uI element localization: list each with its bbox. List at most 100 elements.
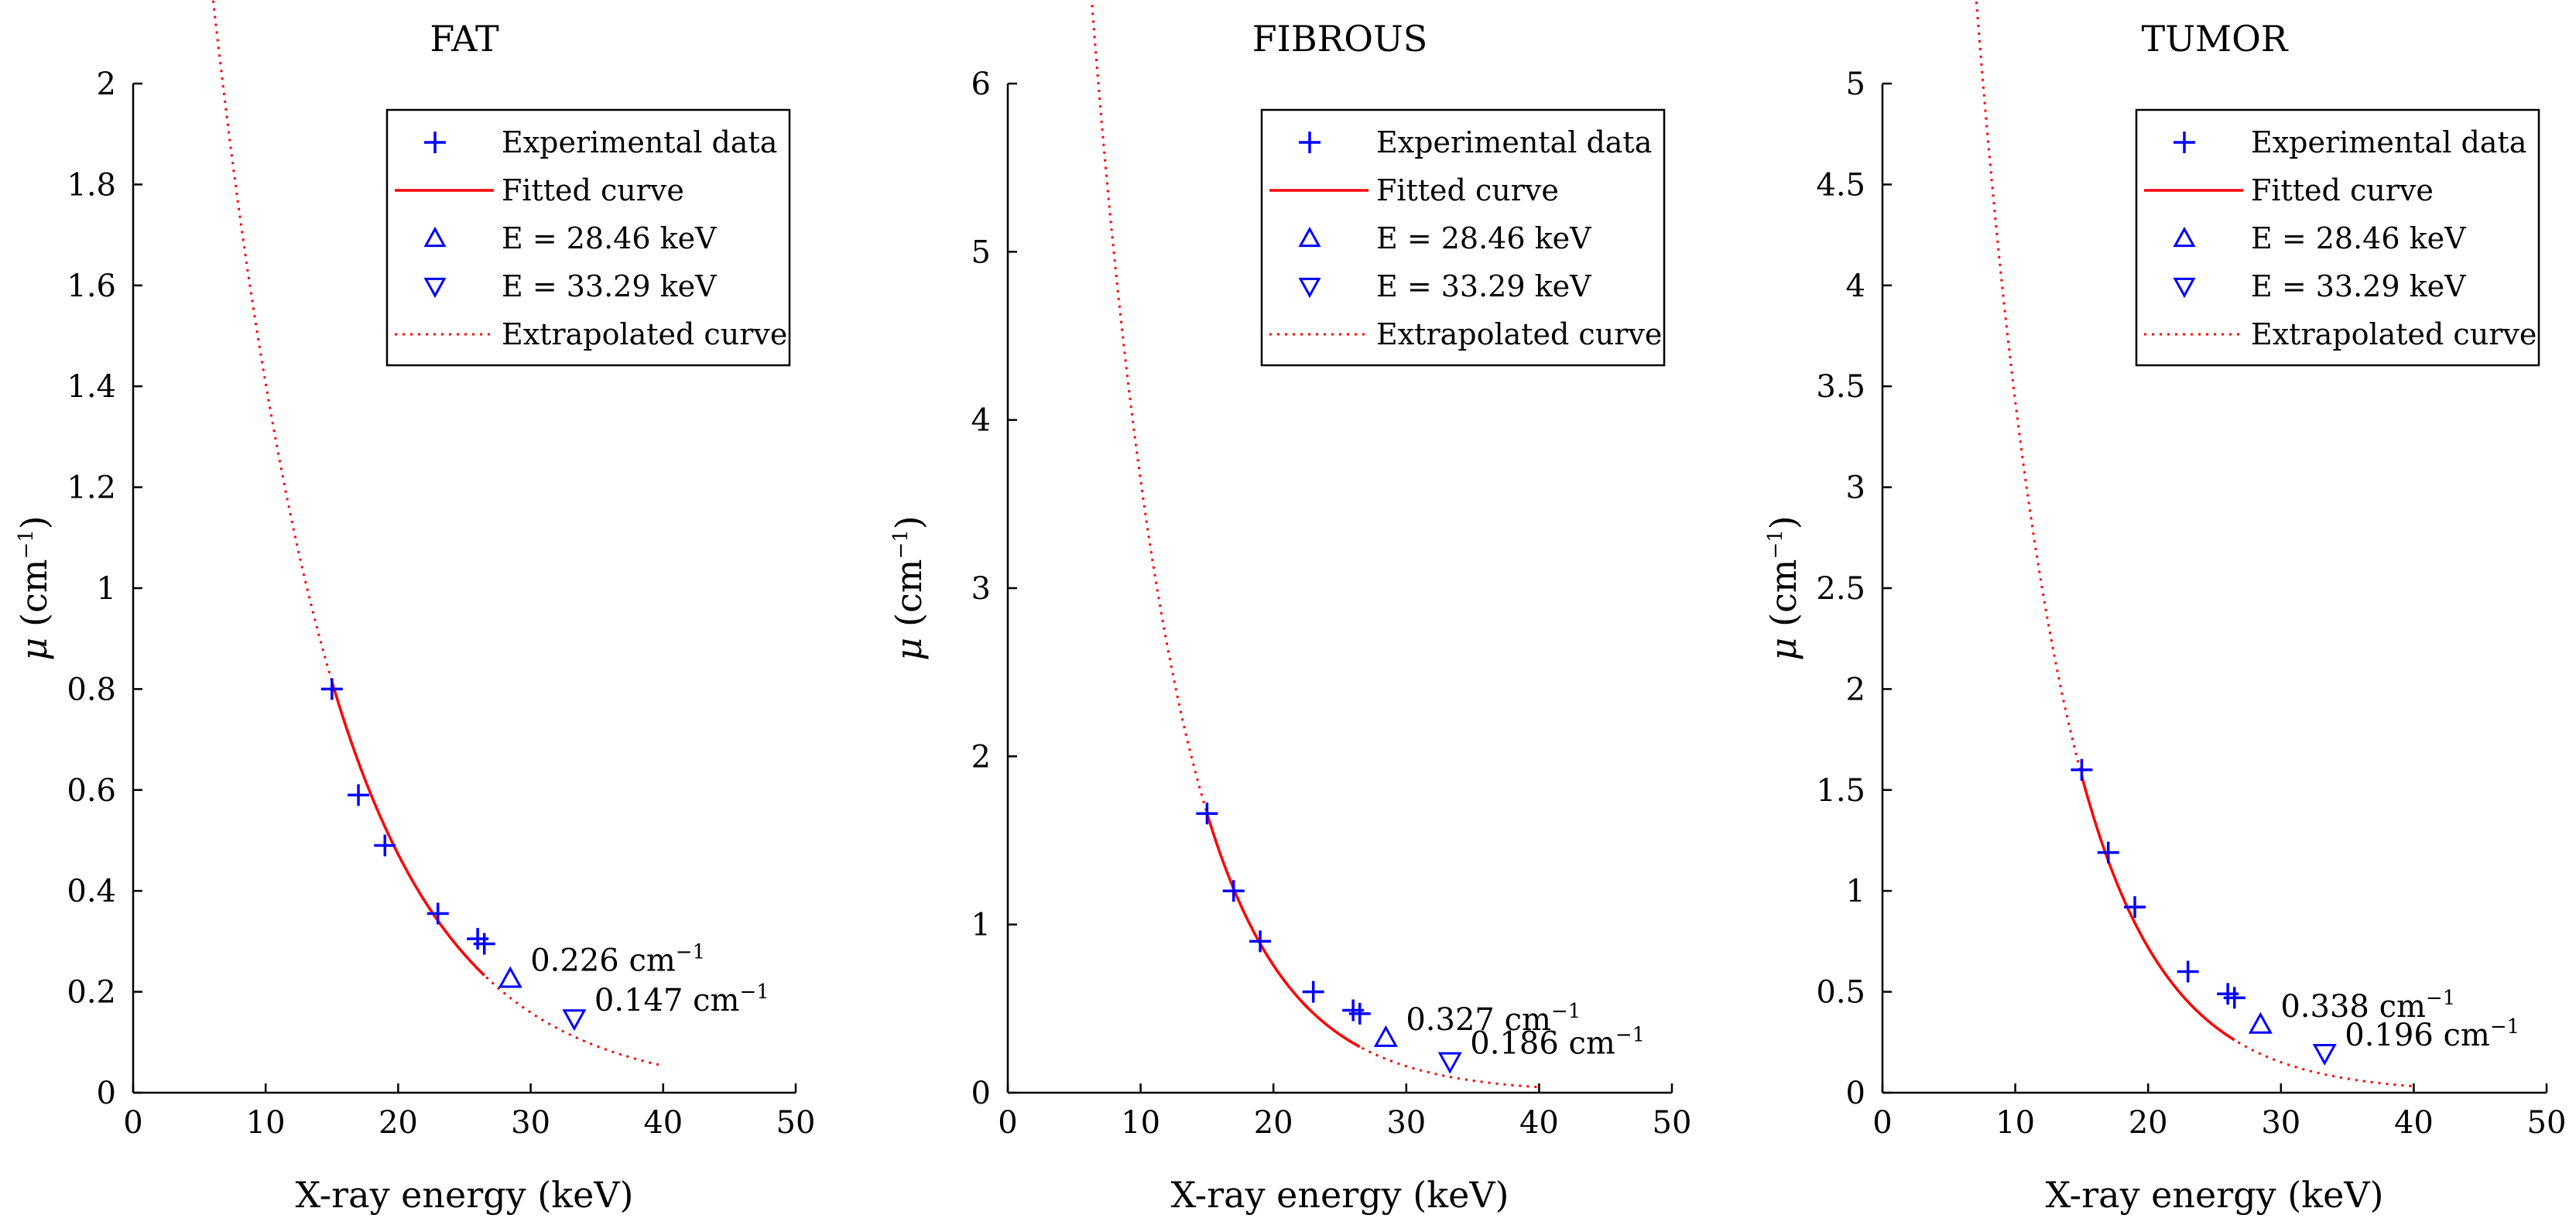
fitted-curve <box>2080 775 2235 1042</box>
fitted-curve <box>331 681 485 977</box>
x-tick-label: 0 <box>1872 1105 1892 1141</box>
y-axis-label: μ (cm−1) <box>13 515 55 661</box>
marker-value-annotation: 0.327 cm−1 <box>1406 1000 1581 1038</box>
legend-symbol-up-triangle <box>2173 226 2196 248</box>
y-tick-label: 1.6 <box>67 269 116 304</box>
y-tick-label: 0.6 <box>67 773 116 809</box>
experimental-point <box>1302 980 1324 1003</box>
legend: Experimental data Fitted curve E = 28.46 k… <box>2135 108 2540 367</box>
annotation-exponent: −1 <box>1551 1000 1581 1023</box>
marker-value-annotation: 0.196 cm−1 <box>2345 1015 2519 1053</box>
y-tick-label: 1.8 <box>67 167 116 203</box>
legend-box <box>1260 108 1666 367</box>
y-tick-label: 2 <box>1846 672 1865 707</box>
y-tick-label: 0.5 <box>1816 975 1865 1011</box>
annotation-value: 0.196 cm <box>2345 1018 2490 1053</box>
y-tick-label: 1 <box>971 908 991 943</box>
legend-label-experimental: Experimental data <box>1376 125 1652 159</box>
y-tick-label: 0.8 <box>67 672 116 707</box>
marker-33-29-kev <box>2312 1043 2337 1066</box>
experimental-point <box>1222 880 1245 902</box>
x-tick-label: 10 <box>246 1105 286 1141</box>
chart-panel-fibrous: 0 10 20 30 40 50 0 1 2 3 4 5 6 FIBROUS X-ray energy (k… <box>888 0 1691 1216</box>
y-axis-label-symbol: μ <box>888 638 930 661</box>
experimental-point <box>2223 987 2245 1009</box>
y-axis-label-unit: (cm <box>13 560 55 627</box>
x-tick-label: 10 <box>1121 1105 1160 1141</box>
experimental-point <box>1249 930 1272 953</box>
annotation-value: 0.327 cm <box>1406 1002 1551 1038</box>
legend-symbol-down-triangle <box>2173 277 2196 299</box>
y-tick-label: 1.4 <box>67 369 116 405</box>
y-tick-label: 3.5 <box>1816 369 1865 405</box>
chart-title: FAT <box>430 18 499 60</box>
y-tick-label: 4 <box>971 403 991 439</box>
legend-label-e2: E = 33.29 keV <box>2251 269 2466 303</box>
chart-title: TUMOR <box>2142 18 2289 60</box>
y-axis-label-symbol: μ <box>13 638 55 661</box>
y-axis-label-exponent: −1 <box>1764 529 1787 559</box>
extrapolated-curve <box>211 0 664 1067</box>
legend-label-experimental: Experimental data <box>2251 125 2526 159</box>
legend-symbol-experimental <box>424 132 446 153</box>
x-axis-label: X-ray energy (keV) <box>1171 1174 1509 1216</box>
y-axis-label-symbol: μ <box>1762 638 1804 661</box>
y-tick-label: 3 <box>971 571 991 607</box>
legend-symbol-up-triangle <box>423 226 447 248</box>
chart-title: FIBROUS <box>1252 18 1428 60</box>
annotation-value: 0.226 cm <box>530 943 676 979</box>
legend-label-e2: E = 33.29 keV <box>1376 269 1591 303</box>
legend-label-extrapolated: Extrapolated curve <box>1376 317 1662 351</box>
x-tick-label: 40 <box>2394 1105 2434 1141</box>
y-tick-label: 1.2 <box>67 471 116 506</box>
x-tick-label: 30 <box>2261 1105 2300 1141</box>
legend-label-e1: E = 28.46 keV <box>2251 221 2466 255</box>
x-axis-label: X-ray energy (keV) <box>296 1174 634 1216</box>
y-tick-label: 0.2 <box>67 975 116 1011</box>
x-tick-label: 20 <box>2129 1105 2168 1141</box>
legend-label-fitted: Fitted curve <box>1376 173 1559 207</box>
marker-value-annotation: 0.226 cm−1 <box>530 941 705 979</box>
legend-symbol-experimental <box>1299 132 1321 153</box>
experimental-point <box>320 678 343 700</box>
legend-label-fitted: Fitted curve <box>2251 173 2434 207</box>
experimental-point <box>374 834 396 857</box>
experimental-point <box>2124 896 2146 919</box>
legend-label-e1: E = 28.46 keV <box>1376 221 1591 255</box>
legend-symbol-experimental <box>2174 132 2195 153</box>
y-axis-label-close: ) <box>888 515 930 529</box>
legend-box <box>2135 108 2540 367</box>
annotation-value: 0.338 cm <box>2280 989 2426 1025</box>
x-tick-label: 50 <box>2527 1105 2567 1141</box>
y-axis-label-exponent: −1 <box>15 529 38 559</box>
fitted-curve <box>1205 813 1361 1049</box>
x-tick-label: 20 <box>1254 1105 1293 1141</box>
experimental-point <box>2097 841 2119 864</box>
y-tick-label: 1.5 <box>1816 773 1865 809</box>
legend: Experimental data Fitted curve E = 28.46 k… <box>385 108 791 367</box>
legend-label-e1: E = 28.46 keV <box>502 221 717 255</box>
y-tick-label: 5 <box>971 234 991 270</box>
annotation-value: 0.186 cm <box>1470 1026 1615 1062</box>
legend-symbol-down-triangle <box>423 277 447 299</box>
annotation-exponent: −1 <box>739 980 769 1004</box>
y-axis-label: μ (cm−1) <box>888 515 930 661</box>
marker-value-annotation: 0.186 cm−1 <box>1470 1024 1645 1062</box>
y-axis-label-unit: (cm <box>888 560 930 627</box>
legend-box <box>385 108 791 367</box>
y-tick-label: 3 <box>1846 471 1865 506</box>
legend: Experimental data Fitted curve E = 28.46 k… <box>1260 108 1666 367</box>
legend-symbol-up-triangle <box>1298 226 1321 248</box>
y-tick-label: 0 <box>97 1076 116 1111</box>
y-tick-label: 1 <box>97 571 116 607</box>
x-tick-label: 50 <box>776 1105 816 1141</box>
legend-label-experimental: Experimental data <box>502 125 777 159</box>
y-axis-label-close: ) <box>1762 515 1804 529</box>
x-axis-label: X-ray energy (keV) <box>2046 1174 2384 1216</box>
marker-value-annotation: 0.338 cm−1 <box>2280 987 2455 1025</box>
chart-panel-tumor: 0 10 20 30 40 50 0 0.5 1 1.5 2 2.5 3 3.5 4 4.5 5 TUMOR X-r… <box>1762 0 2566 1216</box>
legend-label-fitted: Fitted curve <box>502 173 684 207</box>
experimental-point <box>473 933 495 955</box>
y-tick-label: 6 <box>971 67 991 102</box>
